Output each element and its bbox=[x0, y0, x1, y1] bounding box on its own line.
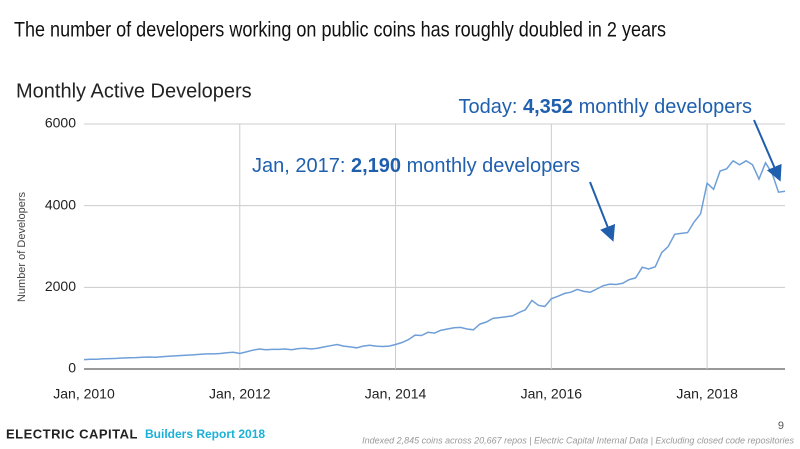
annotation-text: monthly developers bbox=[401, 155, 580, 177]
x-tick-label: Jan, 2016 bbox=[521, 386, 583, 402]
annotation-value: 2,190 bbox=[351, 155, 401, 177]
x-tick-label: Jan, 2014 bbox=[365, 386, 427, 402]
source-note: Indexed 2,845 coins across 20,667 repos … bbox=[362, 435, 794, 445]
y-tick-label: 4000 bbox=[45, 196, 76, 212]
annotation: Jan, 2017: 2,190 monthly developers bbox=[252, 155, 580, 177]
annotation-text: monthly developers bbox=[573, 96, 752, 118]
y-tick-label: 6000 bbox=[45, 115, 76, 131]
slide-title: The number of developers working on publ… bbox=[14, 19, 666, 42]
annotation-text: Today: bbox=[458, 96, 522, 118]
chart-title: Monthly Active Developers bbox=[16, 80, 252, 102]
arrow bbox=[753, 119, 782, 182]
annotation-text: Jan, 2017: bbox=[252, 155, 351, 177]
annotation-value: 4,352 bbox=[523, 96, 573, 118]
brand: ELECTRIC CAPITAL bbox=[6, 426, 138, 441]
y-axis-label: Number of Developers bbox=[16, 191, 28, 302]
x-tick-label: Jan, 2018 bbox=[676, 386, 738, 402]
y-tick-label: 2000 bbox=[45, 278, 76, 294]
report-name: Builders Report 2018 bbox=[145, 427, 265, 441]
line bbox=[83, 159, 786, 361]
annotation: Today: 4,352 monthly developers bbox=[458, 96, 752, 118]
plot: 0 2000 4000 6000 Jan, 2010 Jan, 2012 Jan, 2014… bbox=[45, 115, 786, 402]
x-tick-label: Jan, 2012 bbox=[209, 386, 271, 402]
y-tick-label: 0 bbox=[68, 360, 76, 376]
x-tick-label: Jan, 2010 bbox=[53, 386, 115, 402]
arrow bbox=[589, 181, 616, 242]
page-number: 9 bbox=[778, 420, 784, 432]
